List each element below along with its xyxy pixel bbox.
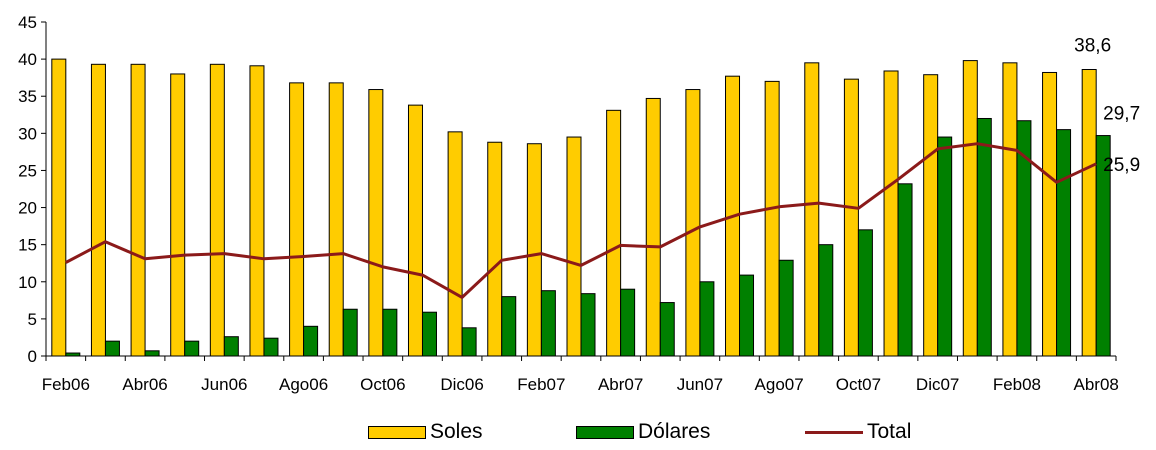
dolares-bar — [421, 311, 437, 357]
dolares-bar — [540, 290, 556, 357]
x-axis: Feb06 Abr06 Jun06 Ago06 Oct06 Dic06 Feb07 Abr07… — [42, 355, 1119, 394]
x-tick-label: Oct07 — [836, 375, 881, 394]
soles-bar — [1042, 71, 1058, 357]
x-tick-label: Abr07 — [598, 375, 643, 394]
total-line-group — [65, 142, 1097, 299]
dolares-bar — [857, 229, 873, 357]
soles-bar — [328, 82, 344, 357]
soles-bar — [883, 70, 899, 357]
soles-bar — [1081, 69, 1097, 357]
dolares-bar — [937, 136, 953, 357]
soles-data-label: 38,6 — [1074, 36, 1111, 57]
legend-label-soles: Soles — [430, 420, 483, 443]
soles-bar — [209, 63, 225, 357]
dolares-bar — [1056, 129, 1072, 357]
dolares-bar — [739, 274, 755, 357]
y-tick-label: 15 — [18, 236, 37, 255]
soles-bar — [923, 74, 939, 357]
dolares-bar — [501, 296, 517, 357]
dolares-bar — [461, 327, 477, 357]
y-tick-label: 0 — [28, 347, 37, 366]
legend-item-total: Total — [805, 420, 911, 444]
dolares-bar — [818, 244, 834, 357]
y-tick-label: 30 — [18, 124, 37, 143]
x-tick-label: Abr08 — [1073, 375, 1118, 394]
dolares-bar — [303, 325, 319, 357]
dolares-bar — [65, 352, 81, 357]
soles-bar — [407, 104, 423, 357]
x-tick-label: Dic06 — [440, 375, 483, 394]
x-tick-label: Feb08 — [993, 375, 1041, 394]
dolares-bar — [184, 340, 200, 357]
y-tick-label: 5 — [28, 310, 37, 329]
soles-swatch — [368, 425, 426, 439]
dolares-bar — [699, 281, 715, 357]
legend: Soles Dólares Total — [0, 420, 1156, 450]
dolares-bar — [976, 117, 992, 357]
total-data-label: 25,9 — [1103, 155, 1140, 176]
x-tick-label: Oct06 — [360, 375, 405, 394]
dolares-bar — [382, 308, 398, 357]
x-tick-label: Jun06 — [201, 375, 247, 394]
soles-bar — [289, 82, 305, 357]
soles-bar — [566, 136, 582, 357]
y-tick-label: 35 — [18, 87, 37, 106]
x-tick-label: Feb07 — [517, 375, 565, 394]
soles-bar — [249, 65, 265, 357]
soles-bar — [170, 73, 186, 357]
total-line-swatch — [805, 430, 863, 434]
dolares-swatch — [576, 425, 634, 439]
y-tick-label: 25 — [18, 161, 37, 180]
soles-bar — [645, 97, 661, 357]
dolares-bar — [104, 340, 120, 357]
soles-bar — [487, 141, 503, 357]
soles-bar — [843, 78, 859, 357]
soles-bar — [51, 58, 67, 357]
y-axis: 0 5 10 15 20 25 30 35 40 45 — [18, 13, 47, 366]
soles-bar — [130, 63, 146, 357]
soles-bar — [764, 80, 780, 357]
legend-item-soles: Soles — [368, 420, 483, 444]
soles-bar — [526, 143, 542, 357]
total-line — [65, 142, 1097, 299]
x-tick-label: Abr06 — [122, 375, 167, 394]
x-tick-label: Jun07 — [677, 375, 723, 394]
data-labels: 38,6 29,7 25,9 — [1074, 36, 1140, 176]
soles-bar — [368, 89, 384, 357]
dolares-bar — [342, 308, 358, 357]
dolares-bar — [620, 288, 636, 357]
x-tick-label: Ago07 — [755, 375, 804, 394]
soles-bar — [804, 62, 820, 357]
dolares-bar — [1016, 120, 1032, 357]
y-tick-label: 45 — [18, 13, 37, 32]
x-tick-label: Dic07 — [916, 375, 959, 394]
y-tick-label: 10 — [18, 273, 37, 292]
dolares-bar — [897, 183, 913, 357]
chart: 0 5 10 15 20 25 30 35 40 45 Feb06 Abr06 Jun06 Ago06 O… — [18, 13, 1140, 394]
x-tick-label: Ago06 — [279, 375, 328, 394]
y-tick-label: 20 — [18, 199, 37, 218]
y-tick-label: 40 — [18, 50, 37, 69]
dolares-bar — [778, 259, 794, 357]
bars-group — [51, 58, 1111, 357]
legend-label-total: Total — [867, 420, 912, 443]
dolares-bar — [223, 336, 239, 357]
soles-bar — [606, 109, 622, 357]
x-tick-label: Feb06 — [42, 375, 90, 394]
dolares-bar — [580, 293, 596, 357]
soles-bar — [447, 131, 463, 357]
legend-item-dolares: Dólares — [576, 420, 710, 444]
soles-bar — [1002, 62, 1018, 357]
soles-bar — [90, 63, 106, 357]
dolares-bar — [263, 337, 279, 357]
dolares-bar — [144, 350, 160, 357]
dolares-data-label: 29,7 — [1103, 104, 1140, 125]
dolares-bar — [659, 302, 675, 357]
legend-label-dolares: Dólares — [638, 420, 711, 443]
soles-bar — [962, 60, 978, 357]
dolares-bar — [1095, 135, 1111, 357]
soles-bar — [685, 89, 701, 357]
